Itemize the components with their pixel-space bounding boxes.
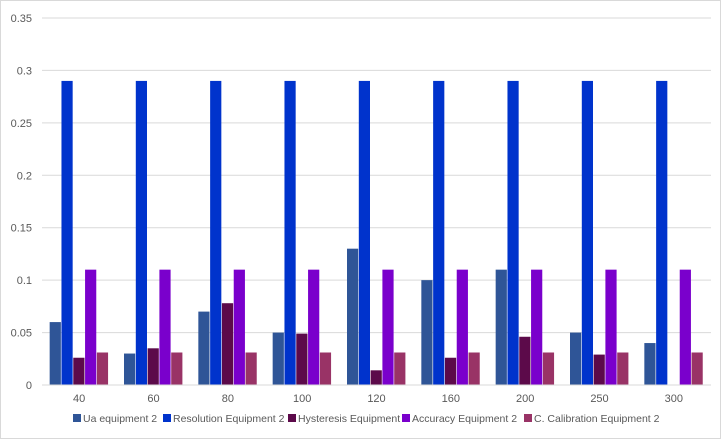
bar-accuracy-equipment-2-200 — [531, 269, 543, 385]
bar-c-calibration-equipment-2-250 — [617, 352, 629, 385]
bar-hysteresis-equipment-2-40 — [73, 357, 85, 385]
x-tick-label: 200 — [516, 393, 534, 405]
bars — [49, 80, 703, 386]
legend-item: Hysteresis Equipment 2 — [288, 413, 409, 425]
y-tick-label: 0.1 — [17, 275, 32, 287]
y-axis-tick-labels: 0 0.05 0.1 0.15 0.2 0.25 0.3 0.35 — [11, 13, 32, 392]
bar-resolution-equipment-2-40 — [61, 80, 73, 386]
y-tick-label: 0.15 — [11, 223, 32, 235]
legend-swatch — [163, 414, 171, 422]
legend-swatch — [288, 414, 296, 422]
bar-c-calibration-equipment-2-120 — [394, 352, 406, 385]
legend-item: Ua equipment 2 — [73, 413, 157, 425]
bar-accuracy-equipment-2-250 — [605, 269, 617, 385]
x-tick-label: 60 — [147, 393, 159, 405]
legend-item: Resolution Equipment 2 — [163, 413, 285, 425]
x-tick-label: 40 — [73, 393, 85, 405]
bar-hysteresis-equipment-2-100 — [296, 333, 308, 385]
bar-accuracy-equipment-2-80 — [233, 269, 245, 385]
bar-hysteresis-equipment-2-250 — [593, 354, 605, 385]
bar-accuracy-equipment-2-60 — [159, 269, 171, 385]
gridlines — [42, 17, 711, 334]
legend-label: Hysteresis Equipment 2 — [298, 413, 409, 425]
bar-resolution-equipment-2-100 — [284, 80, 296, 386]
x-axis-tick-labels: 40 60 80 100 120 160 200 250 300 — [73, 393, 683, 405]
y-tick-label: 0.35 — [11, 13, 32, 25]
legend-item: C. Calibration Equipment 2 — [524, 413, 660, 425]
x-tick-label: 120 — [367, 393, 385, 405]
bar-ua-equipment-2-120 — [347, 248, 359, 385]
legend-label: Resolution Equipment 2 — [173, 413, 285, 425]
bar-accuracy-equipment-2-40 — [85, 269, 97, 385]
bar-hysteresis-equipment-2-60 — [147, 348, 159, 385]
bar-resolution-equipment-2-300 — [656, 80, 668, 386]
y-tick-label: 0.05 — [11, 328, 32, 340]
bar-accuracy-equipment-2-120 — [382, 269, 394, 385]
legend-label: C. Calibration Equipment 2 — [534, 413, 660, 425]
bar-ua-equipment-2-60 — [124, 353, 136, 385]
x-tick-label: 250 — [590, 393, 608, 405]
bar-c-calibration-equipment-2-60 — [171, 352, 183, 385]
legend-swatch — [402, 414, 410, 422]
bar-hysteresis-equipment-2-80 — [221, 303, 234, 385]
y-tick-label: 0.25 — [11, 118, 32, 130]
bar-c-calibration-equipment-2-200 — [542, 352, 555, 385]
legend-label: Accuracy Equipment 2 — [412, 413, 517, 425]
y-tick-label: 0.2 — [17, 170, 32, 182]
x-tick-label: 100 — [293, 393, 311, 405]
bar-resolution-equipment-2-80 — [210, 80, 222, 386]
bar-c-calibration-equipment-2-160 — [468, 352, 480, 385]
legend-label: Ua equipment 2 — [83, 413, 157, 425]
bar-c-calibration-equipment-2-100 — [319, 352, 332, 385]
bar-ua-equipment-2-100 — [272, 332, 284, 385]
bar-c-calibration-equipment-2-80 — [245, 352, 257, 385]
bar-accuracy-equipment-2-160 — [456, 269, 468, 385]
legend-swatch — [73, 414, 81, 422]
x-tick-label: 300 — [665, 393, 683, 405]
x-tick-label: 160 — [442, 393, 460, 405]
bar-hysteresis-equipment-2-160 — [444, 357, 457, 385]
legend: Ua equipment 2 Resolution Equipment 2 Hyst… — [73, 413, 660, 425]
bar-ua-equipment-2-80 — [198, 311, 210, 385]
bar-ua-equipment-2-200 — [495, 269, 507, 385]
bar-ua-equipment-2-250 — [570, 332, 582, 385]
bar-resolution-equipment-2-160 — [433, 80, 445, 386]
legend-item: Accuracy Equipment 2 — [402, 413, 517, 425]
bar-c-calibration-equipment-2-300 — [691, 352, 703, 385]
bar-accuracy-equipment-2-300 — [679, 269, 691, 385]
bar-ua-equipment-2-300 — [644, 343, 656, 385]
y-tick-label: 0 — [26, 380, 32, 392]
bar-ua-equipment-2-40 — [49, 322, 61, 385]
legend-swatch — [524, 414, 532, 422]
bar-hysteresis-equipment-2-200 — [519, 336, 531, 385]
bar-resolution-equipment-2-60 — [135, 80, 147, 386]
bar-hysteresis-equipment-2-120 — [370, 370, 382, 385]
bar-resolution-equipment-2-250 — [581, 80, 593, 386]
x-tick-label: 80 — [222, 393, 234, 405]
bar-resolution-equipment-2-200 — [507, 80, 519, 386]
y-tick-label: 0.3 — [17, 65, 32, 77]
bar-resolution-equipment-2-120 — [358, 80, 370, 386]
bar-ua-equipment-2-160 — [421, 280, 433, 385]
bar-c-calibration-equipment-2-40 — [96, 352, 109, 385]
bar-accuracy-equipment-2-100 — [308, 269, 320, 385]
